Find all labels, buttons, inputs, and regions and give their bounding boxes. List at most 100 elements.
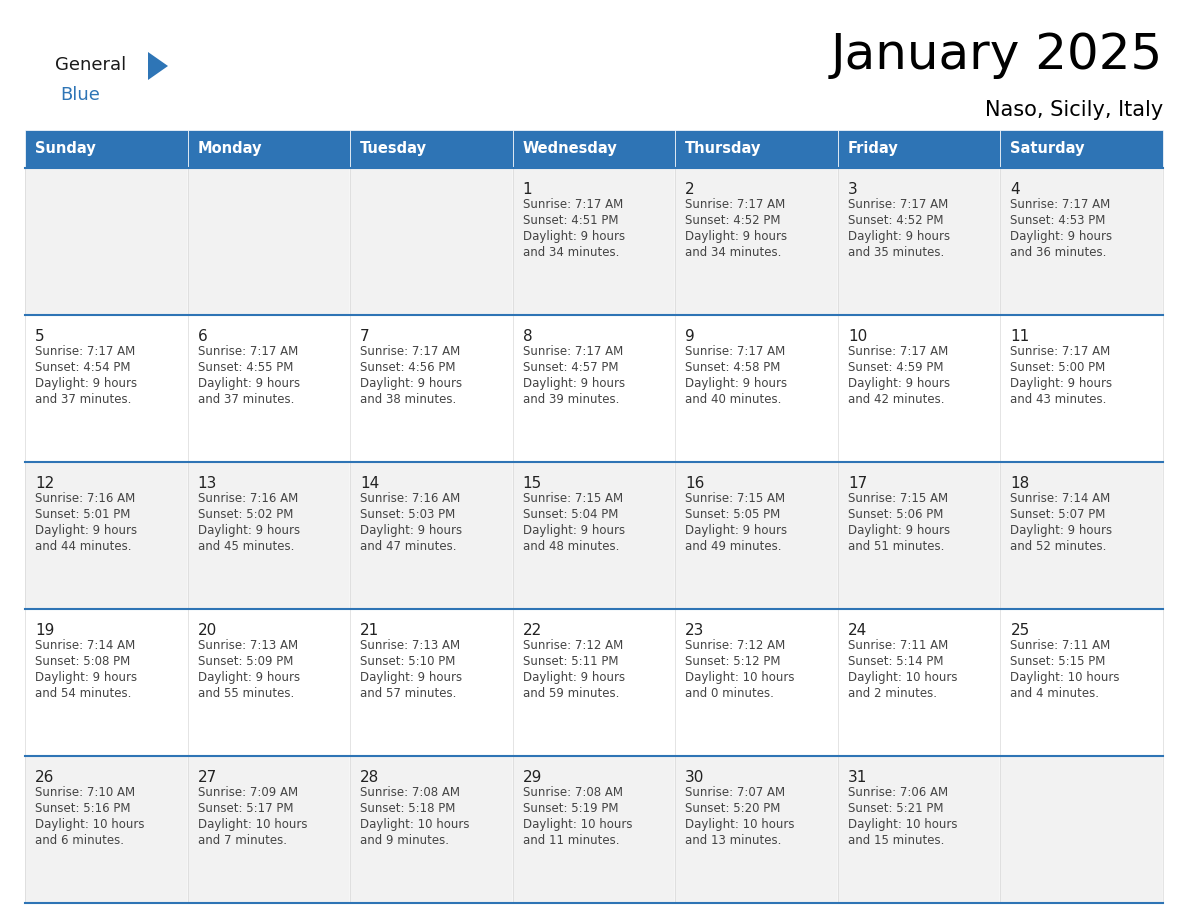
Text: 4: 4: [1011, 182, 1020, 197]
Bar: [513, 756, 675, 903]
Text: 24: 24: [848, 623, 867, 638]
Text: 6: 6: [197, 329, 208, 344]
Text: Sunset: 5:09 PM: Sunset: 5:09 PM: [197, 655, 293, 668]
Polygon shape: [148, 52, 168, 80]
Text: Sunrise: 7:17 AM: Sunrise: 7:17 AM: [685, 198, 785, 211]
Text: Daylight: 10 hours: Daylight: 10 hours: [848, 818, 958, 831]
Text: Sunrise: 7:08 AM: Sunrise: 7:08 AM: [360, 786, 460, 799]
Text: Sunset: 4:55 PM: Sunset: 4:55 PM: [197, 361, 293, 374]
Text: Sunset: 5:18 PM: Sunset: 5:18 PM: [360, 802, 455, 815]
Bar: [675, 168, 838, 315]
Text: Sunrise: 7:14 AM: Sunrise: 7:14 AM: [1011, 492, 1111, 505]
Text: and 7 minutes.: and 7 minutes.: [197, 834, 286, 847]
Text: 25: 25: [1011, 623, 1030, 638]
Text: and 45 minutes.: and 45 minutes.: [197, 540, 293, 553]
Text: Sunrise: 7:12 AM: Sunrise: 7:12 AM: [685, 639, 785, 652]
Text: Sunset: 4:52 PM: Sunset: 4:52 PM: [685, 214, 781, 227]
Text: Sunset: 4:54 PM: Sunset: 4:54 PM: [34, 361, 131, 374]
Text: Sunrise: 7:10 AM: Sunrise: 7:10 AM: [34, 786, 135, 799]
Text: Daylight: 10 hours: Daylight: 10 hours: [360, 818, 469, 831]
Text: and 36 minutes.: and 36 minutes.: [1011, 246, 1107, 259]
Text: Saturday: Saturday: [1011, 141, 1085, 156]
Text: Daylight: 9 hours: Daylight: 9 hours: [360, 524, 462, 537]
Text: Sunset: 5:15 PM: Sunset: 5:15 PM: [1011, 655, 1106, 668]
Text: Daylight: 9 hours: Daylight: 9 hours: [523, 377, 625, 390]
Text: Daylight: 9 hours: Daylight: 9 hours: [685, 524, 788, 537]
Text: Sunrise: 7:17 AM: Sunrise: 7:17 AM: [848, 345, 948, 358]
Text: and 40 minutes.: and 40 minutes.: [685, 393, 782, 406]
Text: Sunset: 5:08 PM: Sunset: 5:08 PM: [34, 655, 131, 668]
Text: Daylight: 9 hours: Daylight: 9 hours: [848, 524, 950, 537]
Text: Daylight: 10 hours: Daylight: 10 hours: [523, 818, 632, 831]
Text: Sunset: 5:19 PM: Sunset: 5:19 PM: [523, 802, 618, 815]
Text: 8: 8: [523, 329, 532, 344]
Text: 19: 19: [34, 623, 55, 638]
Text: Sunset: 4:59 PM: Sunset: 4:59 PM: [848, 361, 943, 374]
Text: Sunrise: 7:16 AM: Sunrise: 7:16 AM: [360, 492, 461, 505]
Bar: [25, 130, 188, 168]
Text: 2: 2: [685, 182, 695, 197]
Text: 27: 27: [197, 770, 217, 785]
Text: Daylight: 9 hours: Daylight: 9 hours: [34, 671, 137, 684]
Text: Sunrise: 7:07 AM: Sunrise: 7:07 AM: [685, 786, 785, 799]
Text: Daylight: 9 hours: Daylight: 9 hours: [197, 377, 299, 390]
Text: and 51 minutes.: and 51 minutes.: [848, 540, 944, 553]
Text: and 15 minutes.: and 15 minutes.: [848, 834, 944, 847]
Text: 23: 23: [685, 623, 704, 638]
Text: Monday: Monday: [197, 141, 263, 156]
Text: 20: 20: [197, 623, 217, 638]
Text: Sunset: 5:06 PM: Sunset: 5:06 PM: [848, 508, 943, 521]
Bar: [188, 130, 350, 168]
Text: and 48 minutes.: and 48 minutes.: [523, 540, 619, 553]
Text: 10: 10: [848, 329, 867, 344]
Bar: [350, 462, 513, 609]
Text: Sunset: 5:20 PM: Sunset: 5:20 PM: [685, 802, 781, 815]
Bar: [350, 756, 513, 903]
Text: Sunset: 5:10 PM: Sunset: 5:10 PM: [360, 655, 455, 668]
Bar: [838, 168, 1000, 315]
Text: 5: 5: [34, 329, 45, 344]
Text: Sunrise: 7:11 AM: Sunrise: 7:11 AM: [1011, 639, 1111, 652]
Text: Sunset: 5:16 PM: Sunset: 5:16 PM: [34, 802, 131, 815]
Text: 22: 22: [523, 623, 542, 638]
Text: and 42 minutes.: and 42 minutes.: [848, 393, 944, 406]
Text: Sunrise: 7:16 AM: Sunrise: 7:16 AM: [197, 492, 298, 505]
Text: Daylight: 9 hours: Daylight: 9 hours: [1011, 230, 1112, 243]
Text: Sunrise: 7:17 AM: Sunrise: 7:17 AM: [685, 345, 785, 358]
Text: Daylight: 10 hours: Daylight: 10 hours: [685, 818, 795, 831]
Bar: [188, 756, 350, 903]
Bar: [25, 756, 188, 903]
Text: Sunrise: 7:11 AM: Sunrise: 7:11 AM: [848, 639, 948, 652]
Bar: [513, 315, 675, 462]
Bar: [675, 756, 838, 903]
Text: Sunrise: 7:17 AM: Sunrise: 7:17 AM: [360, 345, 461, 358]
Text: Daylight: 9 hours: Daylight: 9 hours: [34, 524, 137, 537]
Text: Wednesday: Wednesday: [523, 141, 618, 156]
Text: Sunset: 4:53 PM: Sunset: 4:53 PM: [1011, 214, 1106, 227]
Bar: [838, 609, 1000, 756]
Bar: [1000, 756, 1163, 903]
Text: Sunrise: 7:17 AM: Sunrise: 7:17 AM: [848, 198, 948, 211]
Text: Sunset: 5:11 PM: Sunset: 5:11 PM: [523, 655, 618, 668]
Bar: [25, 609, 188, 756]
Text: and 55 minutes.: and 55 minutes.: [197, 687, 293, 700]
Text: and 59 minutes.: and 59 minutes.: [523, 687, 619, 700]
Bar: [188, 315, 350, 462]
Text: 31: 31: [848, 770, 867, 785]
Text: 14: 14: [360, 476, 379, 491]
Text: Sunset: 5:17 PM: Sunset: 5:17 PM: [197, 802, 293, 815]
Text: General: General: [55, 56, 126, 74]
Text: Sunset: 5:05 PM: Sunset: 5:05 PM: [685, 508, 781, 521]
Bar: [25, 315, 188, 462]
Text: Sunrise: 7:17 AM: Sunrise: 7:17 AM: [34, 345, 135, 358]
Bar: [350, 315, 513, 462]
Text: Thursday: Thursday: [685, 141, 762, 156]
Text: 3: 3: [848, 182, 858, 197]
Text: 28: 28: [360, 770, 379, 785]
Bar: [838, 462, 1000, 609]
Text: Daylight: 9 hours: Daylight: 9 hours: [34, 377, 137, 390]
Text: Sunrise: 7:14 AM: Sunrise: 7:14 AM: [34, 639, 135, 652]
Text: Daylight: 9 hours: Daylight: 9 hours: [360, 377, 462, 390]
Bar: [350, 609, 513, 756]
Text: and 54 minutes.: and 54 minutes.: [34, 687, 132, 700]
